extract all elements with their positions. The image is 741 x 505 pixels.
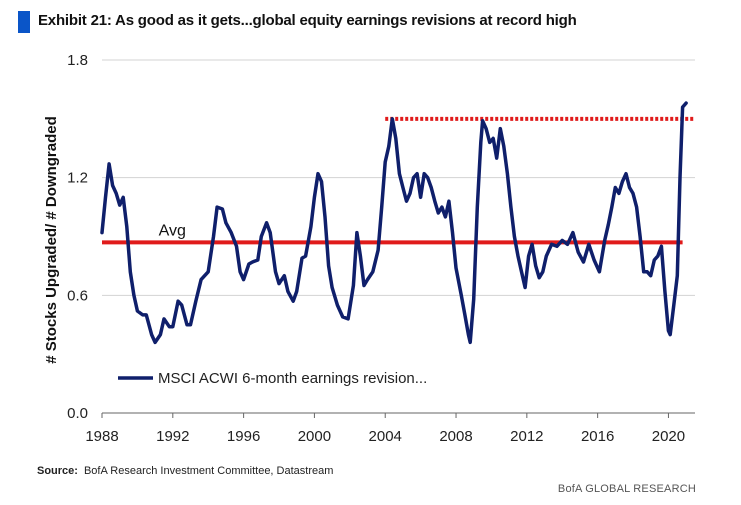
- source-note: Source: BofA Research Investment Committe…: [37, 465, 333, 477]
- y-tick-label: 0.0: [67, 405, 88, 422]
- source-label: Source:: [37, 465, 78, 477]
- chart-title: Exhibit 21: As good as it gets...global …: [38, 12, 577, 29]
- footer-brand: BofA GLOBAL RESEARCH: [557, 483, 696, 495]
- y-tick-label: 0.6: [67, 287, 88, 304]
- x-tick-label: 2000: [298, 428, 331, 445]
- source-text: BofA Research Investment Committee, Data…: [83, 465, 334, 477]
- y-axis-title: # Stocks Upgraded/ # Downgraded: [43, 116, 60, 364]
- legend: MSCI ACWI 6-month earnings revision...: [118, 370, 427, 387]
- x-tick-label: 1992: [156, 428, 189, 445]
- series-layer: [100, 101, 688, 345]
- x-tick-label: 2008: [439, 428, 472, 445]
- x-tick-label: 2016: [581, 428, 614, 445]
- y-tick-label: 1.8: [67, 52, 88, 69]
- title-accent-bar: [18, 11, 30, 33]
- x-tick-label: 1988: [85, 428, 118, 445]
- x-tick-label: 2020: [652, 428, 685, 445]
- x-tick-label: 1996: [227, 428, 260, 445]
- gridlines: [102, 59, 695, 296]
- axes: 0.0 0.6 1.2 1.8 1988 1992 1996 2000 2004 2008 2012…: [67, 52, 695, 445]
- series-line-msci-acwi: [100, 101, 688, 345]
- legend-label: MSCI ACWI 6-month earnings revision...: [158, 370, 427, 387]
- avg-label: Avg: [159, 222, 186, 239]
- y-tick-label: 1.2: [67, 170, 88, 187]
- x-tick-label: 2004: [369, 428, 402, 445]
- chart-area: 0.0 0.6 1.2 1.8 1988 1992 1996 2000 2004 2008 2012…: [43, 52, 695, 445]
- x-tick-label: 2012: [510, 428, 543, 445]
- reference-lines: Avg: [102, 116, 695, 245]
